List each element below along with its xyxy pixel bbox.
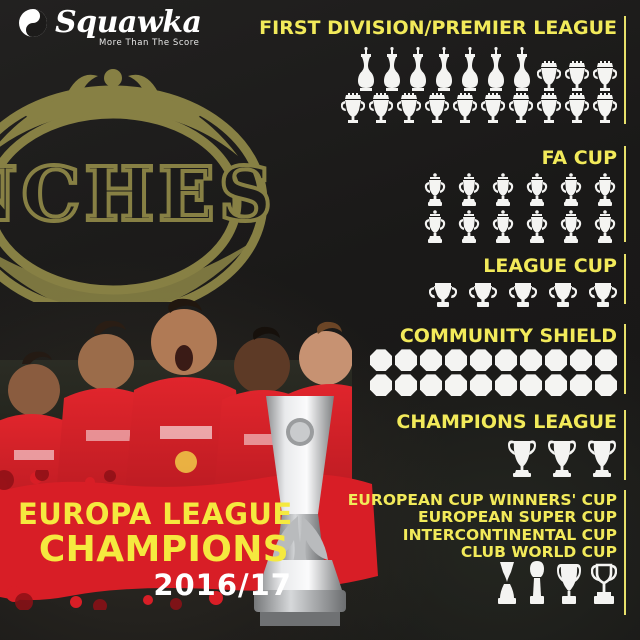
section-title-line: COMMUNITY SHIELD bbox=[399, 325, 617, 347]
section-title-line: CLUB WORLD CUP bbox=[460, 543, 617, 562]
trophy-section-shield: COMMUNITY SHIELD bbox=[370, 324, 626, 397]
trophy-icons-others bbox=[348, 560, 617, 605]
trophy-row bbox=[355, 47, 617, 92]
section-accent-rule bbox=[623, 324, 626, 394]
squawka-swirl-icon bbox=[19, 9, 47, 37]
section-title-line: LEAGUE CUP bbox=[483, 255, 617, 277]
trophy-section-league: FIRST DIVISION/PREMIER LEAGUE bbox=[259, 16, 626, 124]
europa-league-trophy bbox=[254, 396, 346, 626]
trophy-stats-panel: FIRST DIVISION/PREMIER LEAGUE FA CUP LEAGU… bbox=[259, 0, 640, 640]
headline-season: 2016/17 bbox=[153, 567, 292, 602]
trophy-row bbox=[423, 173, 617, 207]
trophy-row bbox=[370, 374, 617, 397]
section-title-line: INTERCONTINENTAL CUP bbox=[402, 525, 617, 544]
section-accent-rule bbox=[623, 146, 626, 242]
trophy-row bbox=[429, 281, 617, 308]
section-title-line: FA CUP bbox=[541, 147, 617, 169]
trophy-row bbox=[507, 435, 617, 478]
squawka-logo[interactable]: Squawka More Than The Score bbox=[18, 5, 202, 48]
brand-name: Squawka bbox=[55, 5, 202, 40]
section-accent-rule bbox=[623, 490, 626, 615]
trophy-icons-leaguecup bbox=[429, 281, 617, 308]
section-title-others: EUROPEAN CUP WINNERS' CUP EUROPEAN SUPER … bbox=[347, 491, 617, 562]
section-title-facup: FA CUP bbox=[423, 147, 617, 169]
trophy-section-others: EUROPEAN CUP WINNERS' CUP EUROPEAN SUPER … bbox=[347, 490, 626, 615]
headline-line-2: CHAMPIONS bbox=[38, 529, 290, 570]
section-accent-rule bbox=[623, 16, 626, 124]
trophy-icons-shield bbox=[370, 349, 617, 397]
trophy-section-leaguecup: LEAGUE CUP bbox=[429, 254, 626, 308]
trophy-row bbox=[423, 210, 617, 244]
section-title-leaguecup: LEAGUE CUP bbox=[429, 255, 617, 277]
headline-block: EUROPA LEAGUE CHAMPIONS 2016/17 bbox=[18, 500, 318, 602]
section-accent-rule bbox=[623, 254, 626, 304]
section-accent-rule bbox=[623, 410, 626, 480]
section-title-line: CHAMPIONS LEAGUE bbox=[396, 411, 617, 433]
trophy-row bbox=[496, 560, 617, 605]
trophy-icons-league bbox=[259, 47, 617, 124]
trophy-row bbox=[370, 349, 617, 372]
trophy-row bbox=[341, 93, 617, 124]
headline-line-1: EUROPA LEAGUE bbox=[18, 497, 293, 531]
trophy-icons-facup bbox=[423, 173, 617, 244]
manchester-united-crest-watermark: NCHES bbox=[0, 69, 276, 302]
trophy-section-ucl: CHAMPIONS LEAGUE bbox=[396, 410, 626, 480]
section-title-league: FIRST DIVISION/PREMIER LEAGUE bbox=[259, 17, 617, 39]
brand-tagline: More Than The Score bbox=[99, 38, 200, 48]
trophy-icons-ucl bbox=[396, 435, 617, 478]
section-title-line: FIRST DIVISION/PREMIER LEAGUE bbox=[259, 17, 617, 39]
svg-text:NCHES: NCHES bbox=[0, 152, 276, 238]
section-title-line: EUROPEAN CUP WINNERS' CUP bbox=[347, 491, 617, 509]
section-title-line: EUROPEAN SUPER CUP bbox=[418, 508, 617, 527]
section-title-shield: COMMUNITY SHIELD bbox=[370, 325, 617, 347]
section-title-ucl: CHAMPIONS LEAGUE bbox=[396, 411, 617, 433]
trophy-section-facup: FA CUP bbox=[423, 146, 626, 244]
